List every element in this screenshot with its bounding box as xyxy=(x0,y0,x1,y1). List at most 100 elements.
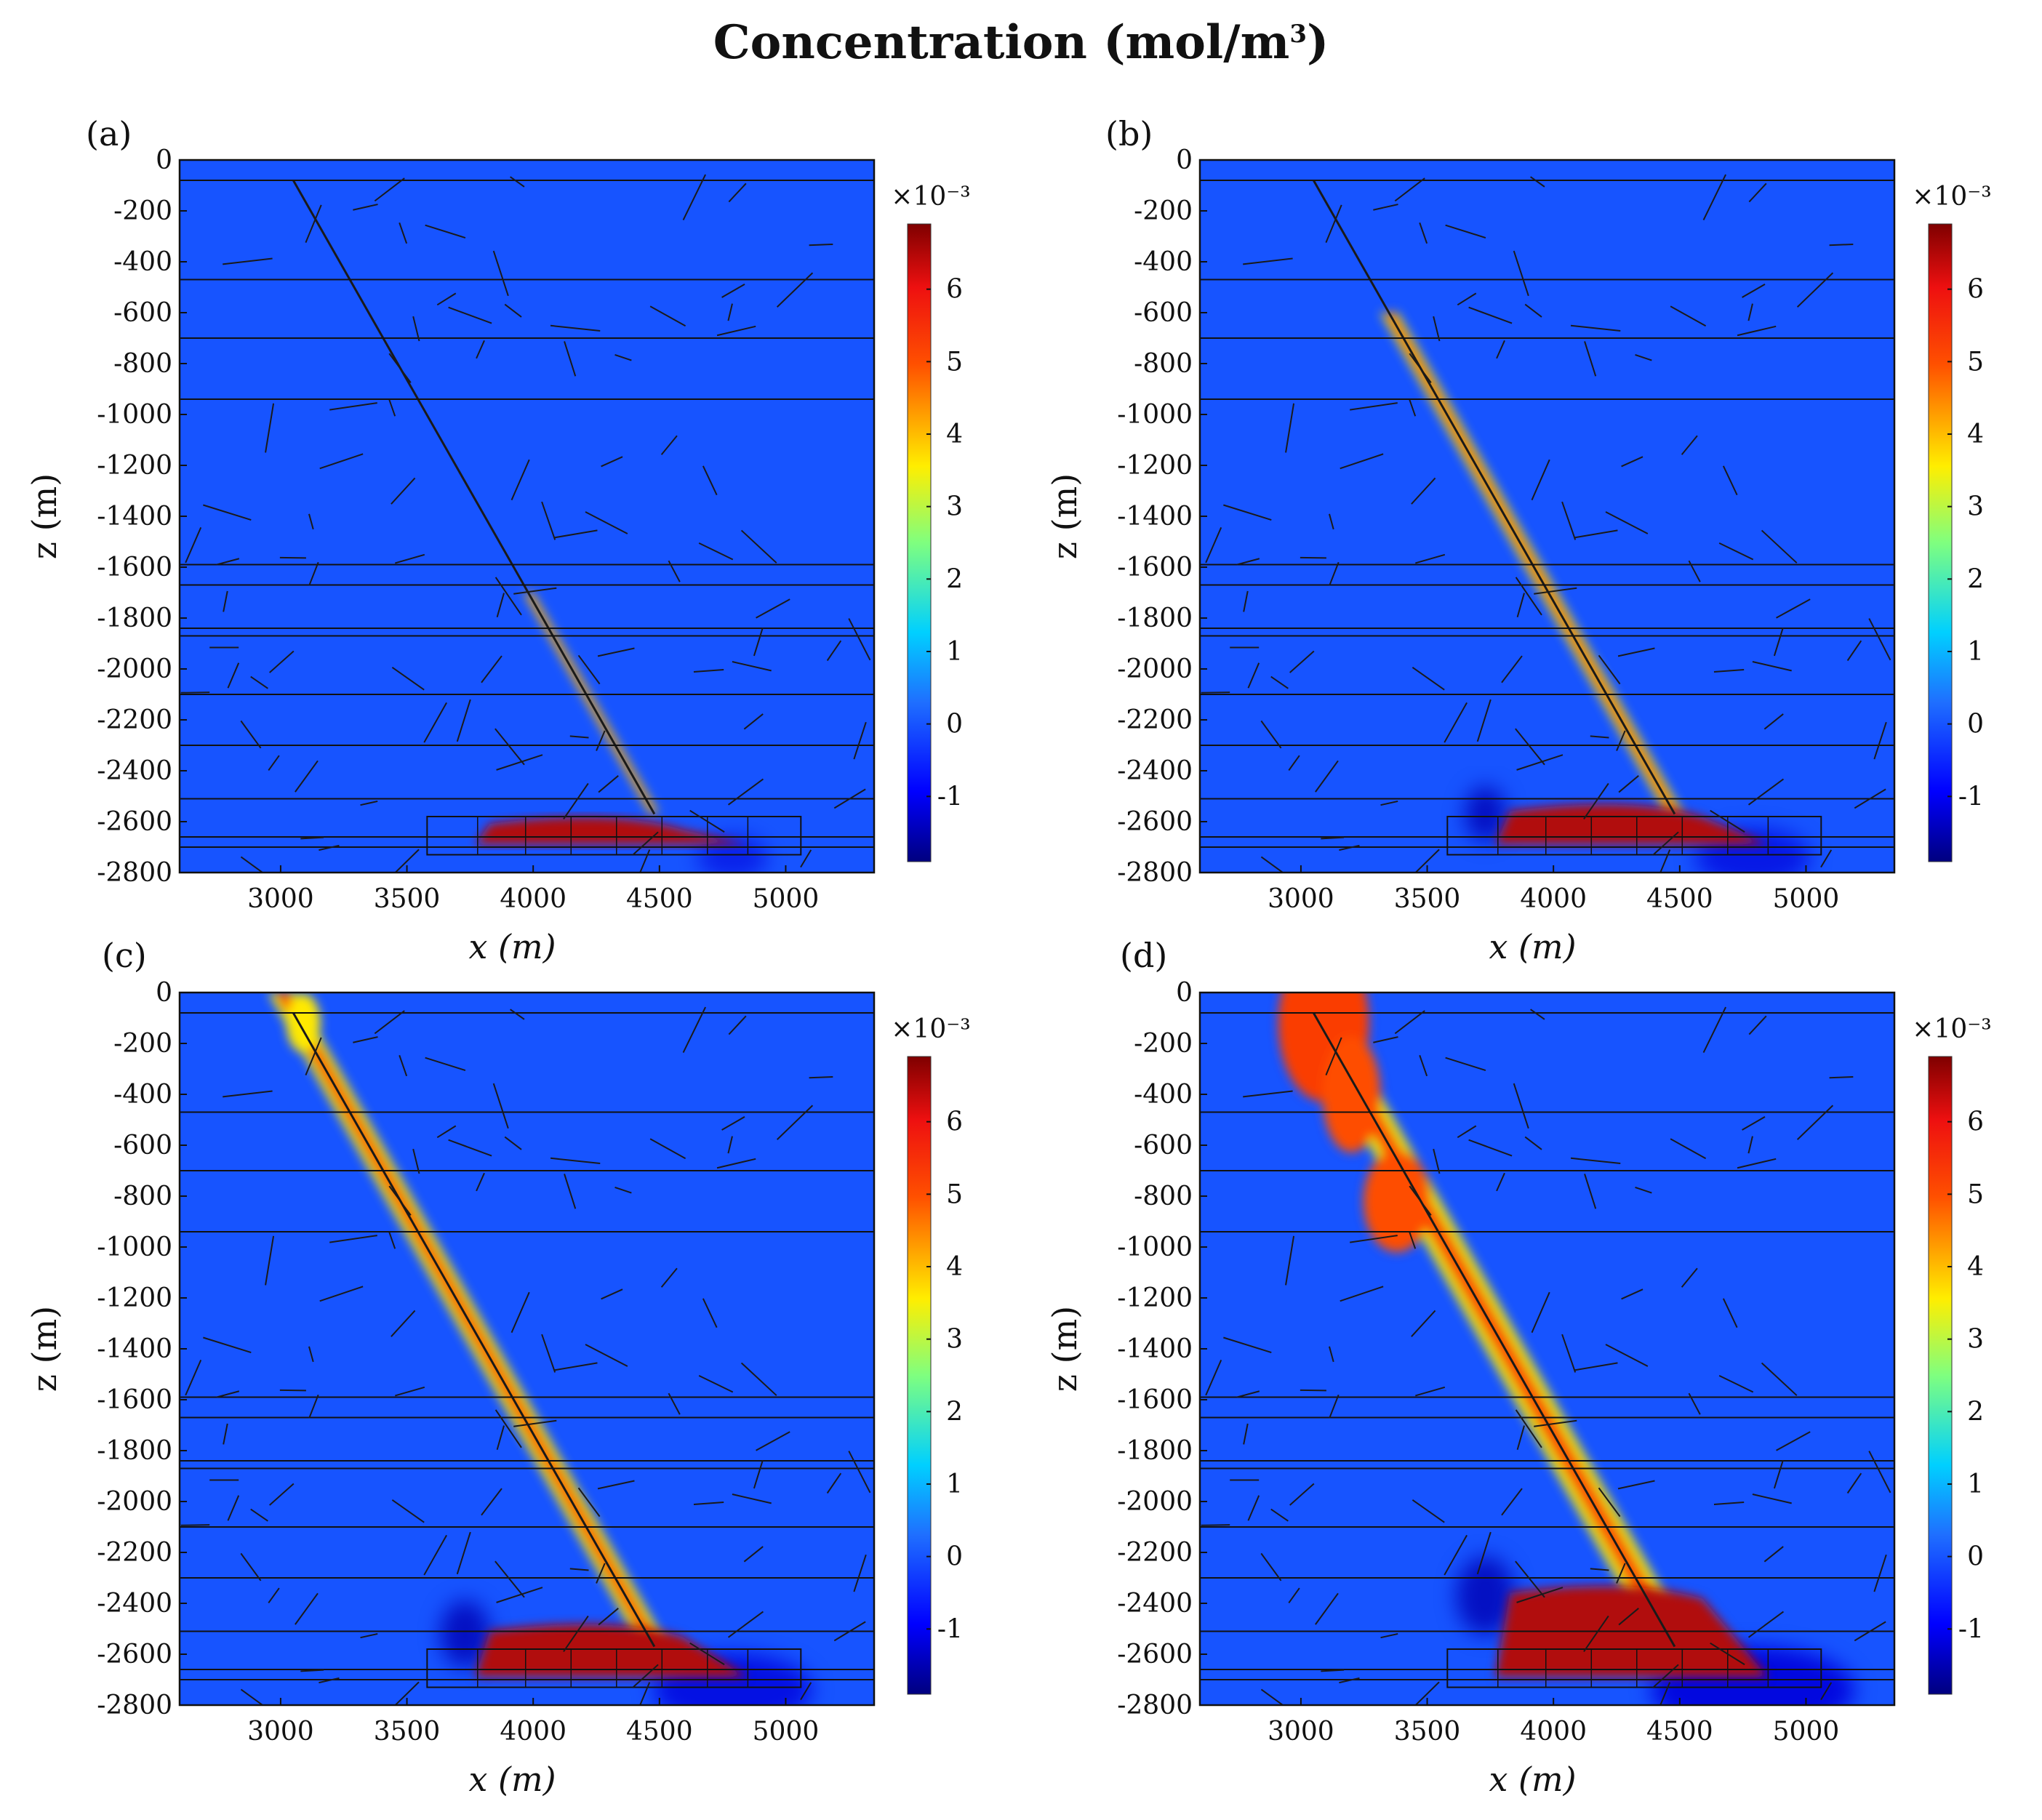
y-tick-label: -2600 xyxy=(1117,1640,1193,1669)
fracture-segment xyxy=(1820,1682,1833,1701)
fracture-segment xyxy=(809,243,833,246)
fracture-segment xyxy=(423,1534,447,1576)
fracture-segment xyxy=(1752,1494,1792,1504)
fracture-segment xyxy=(809,1075,833,1079)
fracture-segment xyxy=(269,650,295,673)
fracture-segment xyxy=(660,435,678,455)
colorbar-tick-label: 5 xyxy=(946,347,963,377)
fracture-segment xyxy=(295,760,319,793)
fracture-segment xyxy=(1742,283,1766,298)
fracture-segment xyxy=(1516,754,1563,771)
fracture-segment xyxy=(1243,590,1249,612)
fracture-segment xyxy=(776,272,814,308)
y-tick-label: -2200 xyxy=(1117,705,1193,735)
fracture-segment xyxy=(1412,666,1445,691)
fracture-segment xyxy=(569,735,589,739)
y-tick-label: -2800 xyxy=(97,858,172,888)
fracture-segment xyxy=(1710,809,1745,833)
fracture-segment xyxy=(250,1508,268,1522)
fracture-segment xyxy=(848,1451,871,1494)
fracture-segment xyxy=(388,1185,412,1216)
fracture-segment xyxy=(1236,1390,1260,1398)
fracture-segment xyxy=(1501,655,1523,683)
fracture-segment xyxy=(250,676,268,689)
y-tick-label: -2400 xyxy=(1117,756,1193,786)
fracture-segment xyxy=(425,224,466,238)
x-tick-label: 4000 xyxy=(500,1717,566,1747)
fracture-segment xyxy=(1433,1148,1441,1174)
fracture-segment xyxy=(1722,1298,1738,1328)
fracture-segment xyxy=(1444,702,1468,743)
fracture-segment xyxy=(1617,647,1655,657)
reservoir-plume xyxy=(1495,804,1769,845)
fracture-segment xyxy=(727,303,733,321)
mid-blob xyxy=(1363,1150,1430,1252)
fracture-segment xyxy=(721,283,745,298)
x-tick-label: 3500 xyxy=(1394,884,1461,914)
fracture-segment xyxy=(1247,1495,1260,1521)
fracture-segment xyxy=(776,1105,814,1140)
fracture-segment xyxy=(1524,1136,1542,1150)
fracture-segment xyxy=(395,1386,425,1397)
fracture-segment xyxy=(1409,1231,1417,1249)
fracture-segment xyxy=(753,1460,764,1489)
x-axis-label: x (m) xyxy=(468,1760,556,1799)
fracture-segment xyxy=(668,1392,681,1415)
fracture-segment xyxy=(614,1186,632,1194)
fracture-segment xyxy=(1618,775,1639,793)
fracture-segment xyxy=(649,1138,686,1160)
y-tick-label: -400 xyxy=(1134,247,1193,277)
fracture-segment xyxy=(727,1136,733,1154)
fault-line xyxy=(292,180,656,815)
fracture-segment xyxy=(1285,403,1295,453)
fracture-segment xyxy=(1329,561,1340,586)
fracture-segment xyxy=(1300,1389,1326,1392)
reservoir-plume xyxy=(475,1624,748,1677)
y-tick-label: -800 xyxy=(1134,349,1193,379)
fracture-network xyxy=(1201,174,1891,873)
fracture-segment xyxy=(1796,272,1834,308)
fracture-segment xyxy=(569,1568,589,1571)
fracture-segment xyxy=(1260,1688,1284,1705)
fracture-segment xyxy=(833,788,866,809)
fracture-segment xyxy=(1737,325,1777,337)
fracture-segment xyxy=(1531,1291,1550,1334)
fracture-segment xyxy=(448,1139,492,1157)
fracture-network xyxy=(180,174,871,873)
fracture-segment xyxy=(826,1472,842,1494)
fracture-segment xyxy=(693,669,724,673)
fracture-segment xyxy=(800,849,812,868)
fracture-segment xyxy=(1411,477,1436,505)
fracture-segment xyxy=(1868,1451,1891,1494)
x-axis-label: x (m) xyxy=(468,927,556,966)
fracture-segment xyxy=(660,1267,678,1288)
y-tick-label: -200 xyxy=(113,1029,172,1059)
colorbar-tick-label: 4 xyxy=(946,1252,963,1282)
fracture-segment xyxy=(689,1642,725,1666)
x-tick-label: 3000 xyxy=(247,1717,314,1747)
y-tick-label: -800 xyxy=(113,349,172,379)
upper-blob xyxy=(1322,1036,1381,1152)
fault-line xyxy=(1312,1012,1676,1648)
fracture-segment xyxy=(1868,618,1891,661)
fracture-segment xyxy=(1659,1682,1671,1705)
fracture-segment xyxy=(753,628,764,657)
y-tick-label: -1000 xyxy=(97,1232,172,1262)
fracture-segment xyxy=(1270,1508,1289,1522)
y-tick-label: 0 xyxy=(1176,145,1193,175)
fracture-segment xyxy=(1652,1664,1679,1688)
fracture-segment xyxy=(394,1681,420,1705)
fracture-segment xyxy=(597,647,635,657)
fracture-segment xyxy=(721,1115,745,1131)
colorbar-tick-label: 0 xyxy=(946,710,963,739)
fracture-segment xyxy=(1796,1105,1834,1140)
fracture-segment xyxy=(496,593,505,618)
y-tick-label: -1600 xyxy=(1117,553,1193,582)
fracture-segment xyxy=(305,1037,322,1075)
x-tick-label: 5000 xyxy=(753,1717,820,1747)
fracture-segment xyxy=(319,1286,364,1302)
colorbar-tick-label: 5 xyxy=(1967,347,1984,377)
fracture-segment xyxy=(1621,1288,1643,1300)
fracture-segment xyxy=(1605,1344,1649,1367)
fracture-segment xyxy=(1873,1554,1887,1592)
